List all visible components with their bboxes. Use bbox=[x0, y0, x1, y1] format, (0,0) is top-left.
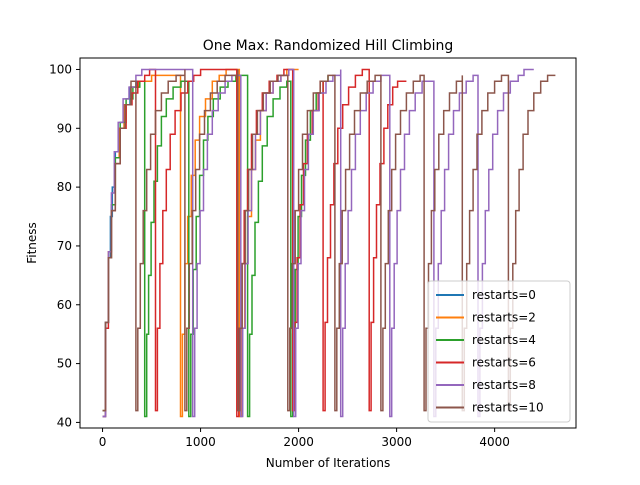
y-tick-label: 80 bbox=[57, 180, 72, 194]
legend-label: restarts=0 bbox=[472, 288, 536, 302]
legend-box bbox=[427, 280, 571, 423]
y-axis-label: Fitness bbox=[25, 222, 39, 264]
legend: restarts=0 restarts=2 restarts=4 restarts=6… bbox=[427, 280, 571, 423]
y-axis-ticks: 40 50 60 70 80 90 100 bbox=[49, 62, 80, 429]
legend-label: restarts=6 bbox=[472, 356, 536, 370]
x-tick-label: 4000 bbox=[479, 435, 510, 449]
x-tick-label: 2000 bbox=[283, 435, 314, 449]
y-tick-label: 50 bbox=[57, 357, 72, 371]
x-tick-label: 1000 bbox=[185, 435, 216, 449]
y-tick-label: 40 bbox=[57, 415, 72, 429]
series-layer bbox=[102, 68, 556, 418]
legend-label: restarts=4 bbox=[472, 333, 536, 347]
plot-area bbox=[102, 68, 556, 418]
x-tick-label: 0 bbox=[99, 435, 107, 449]
x-axis-label: Number of Iterations bbox=[266, 456, 391, 470]
legend-label: restarts=8 bbox=[472, 378, 536, 392]
chart-title: One Max: Randomized Hill Climbing bbox=[203, 38, 454, 54]
y-tick-label: 90 bbox=[57, 121, 72, 135]
y-tick-label: 100 bbox=[49, 62, 72, 76]
series-line-restarts-8 bbox=[102, 68, 534, 418]
x-axis-ticks: 0 1000 2000 3000 4000 bbox=[99, 428, 510, 449]
plot-frame bbox=[79, 57, 577, 429]
x-tick-label: 3000 bbox=[381, 435, 412, 449]
legend-label: restarts=2 bbox=[472, 311, 536, 325]
y-tick-label: 70 bbox=[57, 239, 72, 253]
legend-label: restarts=10 bbox=[472, 401, 544, 415]
y-tick-label: 60 bbox=[57, 298, 72, 312]
series-line-restarts-10 bbox=[102, 69, 556, 412]
